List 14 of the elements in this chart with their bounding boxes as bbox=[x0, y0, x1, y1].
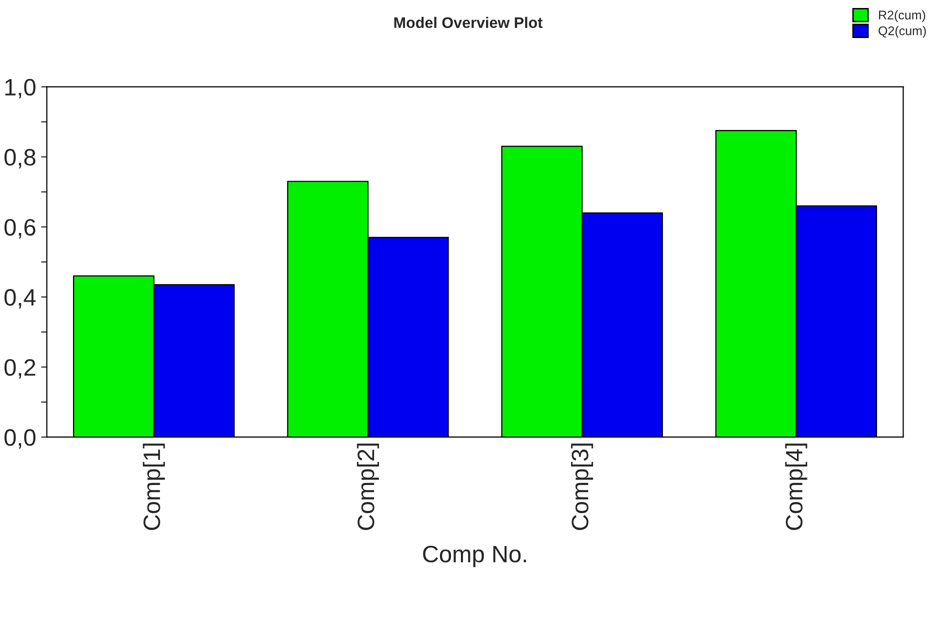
chart-title: Model Overview Plot bbox=[394, 16, 543, 28]
y-tick-label: 0,0 bbox=[4, 429, 36, 449]
x-axis-title: Comp No. bbox=[423, 546, 526, 568]
x-tick-label: Comp[3] bbox=[571, 444, 594, 530]
y-tick-label: 0,8 bbox=[4, 148, 36, 168]
y-tick-label: 0,4 bbox=[4, 289, 36, 309]
y-tick-label: 0,6 bbox=[4, 218, 36, 238]
x-tick-label: Comp[4] bbox=[785, 444, 808, 530]
x-tick-label: Comp[2] bbox=[356, 444, 379, 530]
y-tick-label: 1,0 bbox=[5, 78, 36, 98]
y-tick-label: 0,2 bbox=[4, 359, 36, 379]
legend-label: Q2(cum) bbox=[878, 26, 926, 38]
legend-label: R2(cum) bbox=[879, 10, 926, 22]
x-tick-label: Comp[1] bbox=[142, 444, 165, 530]
